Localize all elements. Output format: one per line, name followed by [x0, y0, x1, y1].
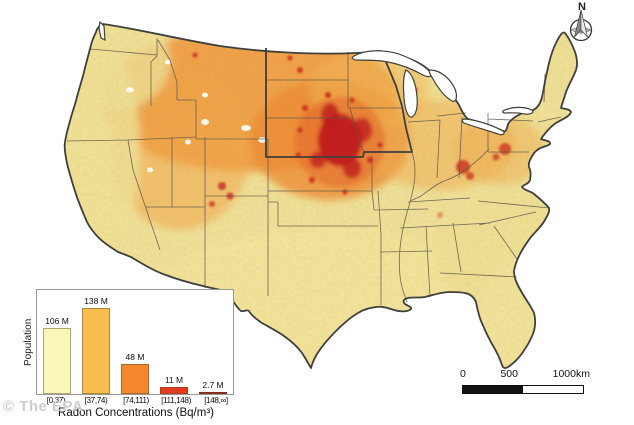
bar-rect	[160, 387, 188, 394]
legend-bar-1: 138 M	[82, 296, 110, 394]
chart-x-axis-label: Radon Concentrations (Bq/m³)	[58, 407, 214, 419]
scale-bar-filled-half	[463, 386, 523, 393]
scale-tick-0: 0	[460, 368, 466, 380]
chart-x-tick-labels: [0,37) [37,74) [74,111) [111,148) [148,∞]	[36, 396, 236, 405]
compass-icon	[569, 9, 593, 42]
scale-bar-rect	[462, 385, 584, 394]
bar-value-label: 106 M	[45, 316, 69, 327]
scale-tick-labels: 0 500 1000km	[456, 368, 590, 385]
legend-bar-4: 2.7 M	[199, 380, 227, 394]
chart-y-axis-label: Population	[23, 318, 34, 366]
lake-michigan	[402, 69, 418, 118]
state-borders	[66, 38, 562, 305]
scale-tick-1000: 1000km	[552, 368, 590, 380]
bar-value-label: 48 M	[125, 352, 145, 363]
x-tick-0: [0,37)	[46, 396, 66, 405]
bar-rect	[199, 392, 227, 394]
lake-ontario	[502, 106, 534, 115]
hotspot-midwest	[295, 97, 385, 187]
legend-bar-2: 48 M	[121, 352, 149, 394]
scale-tick-500: 500	[500, 368, 518, 380]
bar-value-label: 11 M	[164, 375, 184, 386]
great-lakes	[98, 20, 534, 136]
lake-huron	[428, 69, 458, 102]
x-tick-1: [37,74)	[84, 396, 108, 405]
us-coastline	[63, 23, 578, 369]
study-region-border	[265, 48, 413, 158]
bar-rect	[82, 308, 110, 394]
lake-superior	[351, 50, 433, 78]
bar-rect	[43, 328, 71, 394]
no-data-patches	[126, 59, 266, 173]
x-tick-4: [148,∞]	[204, 396, 228, 405]
bar-rect	[121, 364, 149, 394]
x-tick-3: [111,148)	[161, 396, 191, 405]
legend-bars: 106 M 138 M 48 M 11 M 2.7 M	[37, 290, 233, 394]
x-tick-2: [74,111)	[123, 396, 149, 405]
epa-watermark: © The EPA	[3, 398, 84, 415]
bar-value-label: 2.7 M	[202, 380, 224, 390]
legend-bar-3: 11 M	[160, 375, 188, 394]
legend-bar-0: 106 M	[43, 316, 71, 394]
lake-erie	[461, 118, 505, 136]
legend-panel: Population 106 M 138 M 48 M 11 M 2.7 M	[23, 289, 234, 395]
north-label: N	[578, 1, 586, 13]
puget-sound	[98, 20, 106, 42]
map-scale-bar: 0 500 1000km	[456, 368, 590, 394]
bar-value-label: 138 M	[84, 296, 108, 307]
